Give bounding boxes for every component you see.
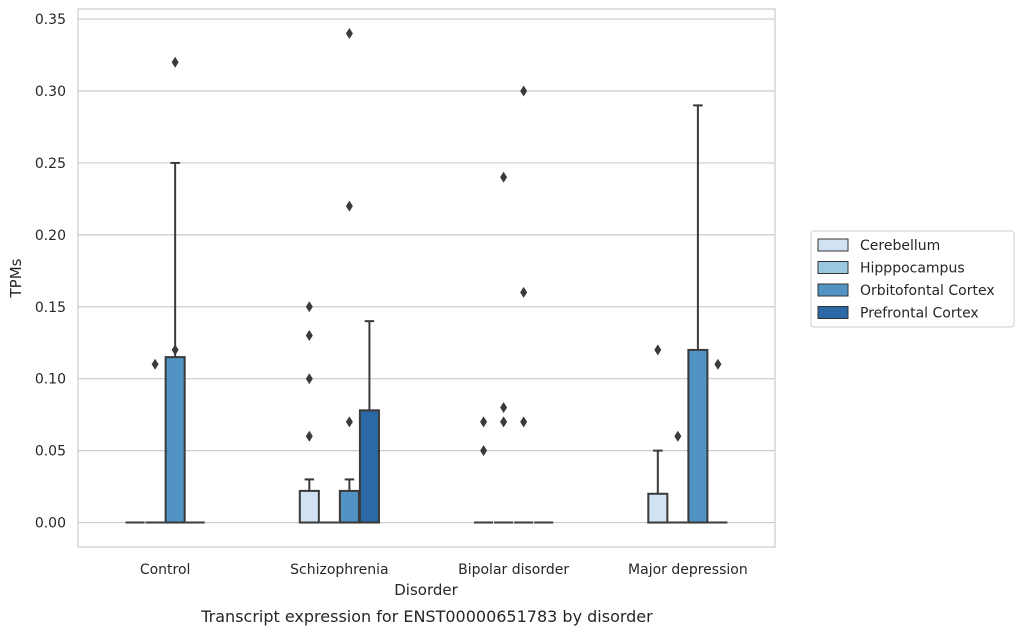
outlier-point	[500, 416, 508, 428]
x-axis-label: Disorder	[394, 581, 458, 599]
box-body	[338, 489, 360, 524]
y-tick-label: 0.00	[35, 516, 66, 532]
y-axis-label: TPMs	[7, 258, 25, 298]
box-body	[358, 409, 380, 524]
box-1-2	[494, 171, 514, 524]
outlier-point	[480, 445, 488, 457]
boxes	[125, 27, 728, 524]
outlier-point	[520, 416, 528, 428]
outlier-point	[171, 344, 179, 356]
outlier-point	[480, 416, 488, 428]
y-tick-label: 0.10	[35, 372, 66, 388]
y-tick-label: 0.30	[35, 84, 66, 100]
legend-label: Hipppocampus	[860, 261, 965, 277]
outlier-point	[345, 416, 353, 428]
outlier-point	[151, 358, 159, 370]
chart-caption: Transcript expression for ENST0000065178…	[200, 607, 653, 626]
box-body	[298, 489, 320, 524]
box-3-3	[708, 358, 728, 524]
box-3-1	[358, 320, 380, 524]
y-tick-label: 0.20	[35, 228, 66, 244]
legend-swatch	[817, 261, 849, 274]
y-tick-label: 0.05	[35, 444, 66, 460]
outlier-point	[520, 85, 528, 97]
y-tick-label: 0.15	[35, 300, 66, 316]
box-body	[164, 356, 186, 524]
box-2-2	[514, 85, 534, 524]
box-1-0	[145, 358, 165, 524]
box-0-1	[298, 301, 320, 524]
x-tick-label: Control	[140, 562, 191, 578]
y-tick-label: 0.35	[35, 12, 66, 28]
legend-swatch	[817, 283, 849, 297]
outlier-point	[305, 301, 313, 313]
y-tick-labels: 0.00 0.05 0.10 0.15 0.20 0.25 0.30 0.35	[35, 12, 66, 531]
box-2-0	[164, 56, 186, 524]
y-tick-label: 0.25	[35, 156, 66, 172]
legend-swatch	[817, 238, 849, 252]
x-tick-label: Schizophrenia	[290, 562, 388, 578]
box-0-2	[474, 416, 494, 524]
outlier-point	[654, 344, 662, 356]
box-body	[647, 492, 669, 524]
plot-area	[77, 8, 776, 548]
box-1-3	[668, 430, 688, 524]
outlier-point	[500, 171, 508, 183]
outlier-point	[345, 200, 353, 212]
box-body	[687, 348, 709, 524]
outlier-point	[345, 27, 353, 39]
legend-label: Prefrontal Cortex	[860, 306, 979, 322]
x-tick-label: Bipolar disorder	[458, 562, 569, 578]
x-tick-labels: Control Schizophrenia Bipolar disorder Majo…	[140, 562, 748, 578]
box-2-3	[687, 104, 709, 524]
outlier-point	[714, 358, 722, 370]
outlier-point	[674, 430, 682, 442]
legend: Cerebellum Hipppocampus Orbitofontal Corte…	[810, 230, 1015, 328]
x-tick-label: Major depression	[628, 562, 748, 578]
legend-label: Orbitofontal Cortex	[860, 283, 995, 299]
outlier-point	[305, 373, 313, 385]
box-2-1	[338, 27, 360, 524]
outlier-point	[500, 401, 508, 413]
legend-frame	[810, 230, 1015, 328]
outlier-point	[171, 56, 179, 68]
outlier-point	[305, 330, 313, 342]
outlier-point	[305, 430, 313, 442]
outlier-point	[520, 286, 528, 298]
legend-swatch	[817, 306, 849, 319]
box-0-3	[647, 344, 669, 524]
legend-label: Cerebellum	[860, 238, 940, 254]
